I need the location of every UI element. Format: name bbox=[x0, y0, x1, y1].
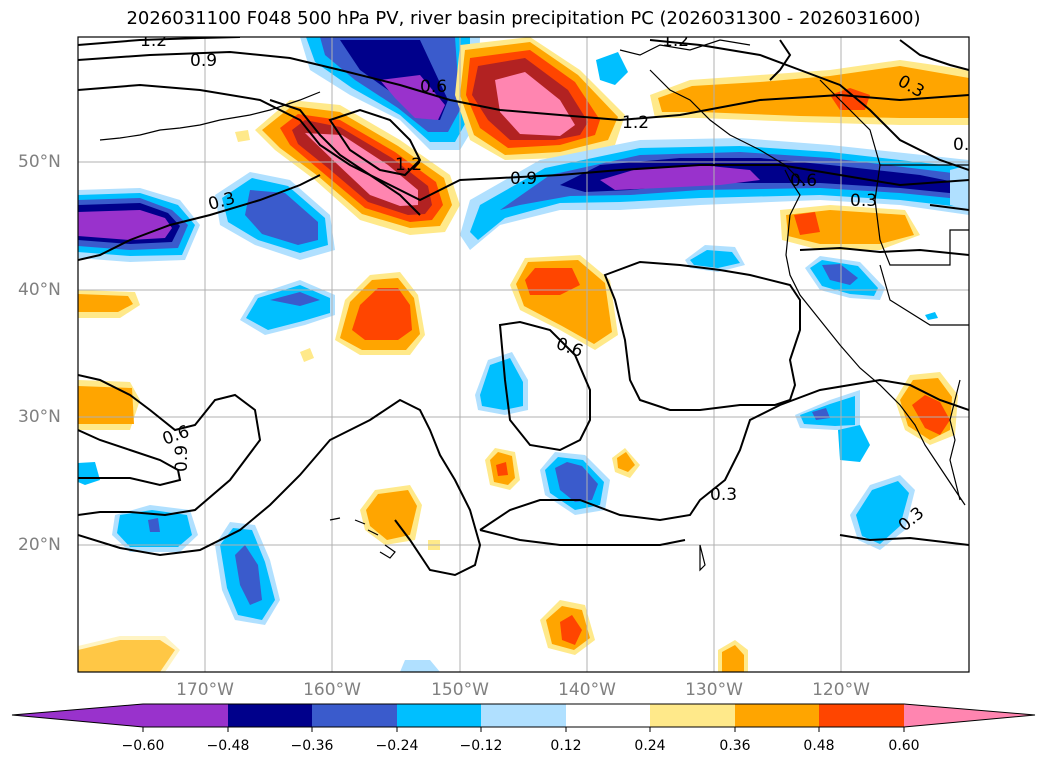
colorbar-tick-label: −0.12 bbox=[459, 738, 503, 754]
colorbar-extend-low bbox=[12, 704, 143, 727]
map-title: 2026031100 F048 500 hPa PV, river basin … bbox=[126, 8, 921, 29]
lon-label-120w: 120°W bbox=[812, 680, 870, 700]
contour-label: 0.9 bbox=[510, 169, 537, 189]
colorbar-extend-high bbox=[904, 704, 1035, 727]
lon-label-160w: 160°W bbox=[303, 680, 361, 700]
colorbar-swatch bbox=[481, 704, 566, 727]
map-plot-area: 1.2 0.9 0.6 1.2 1.2 1.2 0.9 0.6 0.3 0.3 … bbox=[78, 31, 969, 672]
contour-label: 0.9 bbox=[172, 445, 192, 472]
anomaly-blob-central-east-positive bbox=[510, 255, 618, 350]
colorbar-tick-label: 0.36 bbox=[719, 738, 751, 754]
colorbar-swatch bbox=[819, 704, 904, 727]
colorbar-tick-label: −0.24 bbox=[375, 738, 419, 754]
anomaly-blob-central-subtropical-positive bbox=[335, 272, 425, 355]
colorbar-swatch bbox=[312, 704, 397, 727]
contour-label: 0.3 bbox=[710, 485, 737, 505]
lat-label-30n: 30°N bbox=[18, 407, 61, 427]
pv-contours bbox=[78, 37, 969, 577]
lat-label-20n: 20°N bbox=[18, 535, 61, 555]
anomaly-blob-western-negative bbox=[78, 172, 335, 262]
coastlines bbox=[99, 39, 969, 572]
graticule bbox=[78, 37, 969, 672]
colorbar-tick-label: 0.60 bbox=[888, 738, 920, 754]
colorbar-swatch bbox=[397, 704, 481, 727]
lon-label-170w: 170°W bbox=[176, 680, 234, 700]
lat-label-50n: 50°N bbox=[18, 152, 61, 172]
anomaly-blob-small-positive-scattered bbox=[235, 130, 748, 672]
colorbar-tick-label: 0.12 bbox=[550, 738, 582, 754]
colorbar bbox=[11, 703, 1036, 732]
lon-label-130w: 130°W bbox=[685, 680, 743, 700]
colorbar-swatch bbox=[735, 704, 819, 727]
contour-label: 1.2 bbox=[395, 155, 422, 175]
anomaly-blob-gulf-positive bbox=[455, 37, 625, 160]
lon-label-150w: 150°W bbox=[431, 680, 489, 700]
colorbar-tick-label: −0.36 bbox=[290, 738, 334, 754]
colorbar-swatch bbox=[143, 704, 228, 727]
colorbar-tick-label: 0.48 bbox=[803, 738, 835, 754]
lat-label-40n: 40°N bbox=[18, 280, 61, 300]
contour-label: 1.2 bbox=[662, 31, 689, 51]
anomaly-blob-north-pacific-negative bbox=[300, 37, 480, 150]
contour-label: 1.2 bbox=[622, 113, 649, 133]
contour-label: 0.6 bbox=[790, 171, 817, 191]
contour-label: 0.9 bbox=[190, 51, 217, 71]
map-frame bbox=[77, 36, 970, 673]
contour-label: 0. bbox=[953, 135, 969, 155]
anomaly-blob-southwest-negative bbox=[78, 52, 628, 672]
contour-label: 0.3 bbox=[850, 191, 877, 211]
anomaly-blob-midwest-negative bbox=[240, 280, 335, 335]
lon-label-140w: 140°W bbox=[558, 680, 616, 700]
contour-label: 1.2 bbox=[140, 31, 167, 51]
contour-label: 0.6 bbox=[420, 77, 447, 97]
colorbar-tick-label: −0.48 bbox=[206, 738, 250, 754]
colorbar-swatch bbox=[228, 704, 312, 727]
colorbar-swatch bbox=[650, 704, 735, 727]
colorbar-swatch bbox=[566, 704, 650, 727]
colorbar-tick-label: −0.60 bbox=[121, 738, 165, 754]
colorbar-tick-label: 0.24 bbox=[634, 738, 666, 754]
